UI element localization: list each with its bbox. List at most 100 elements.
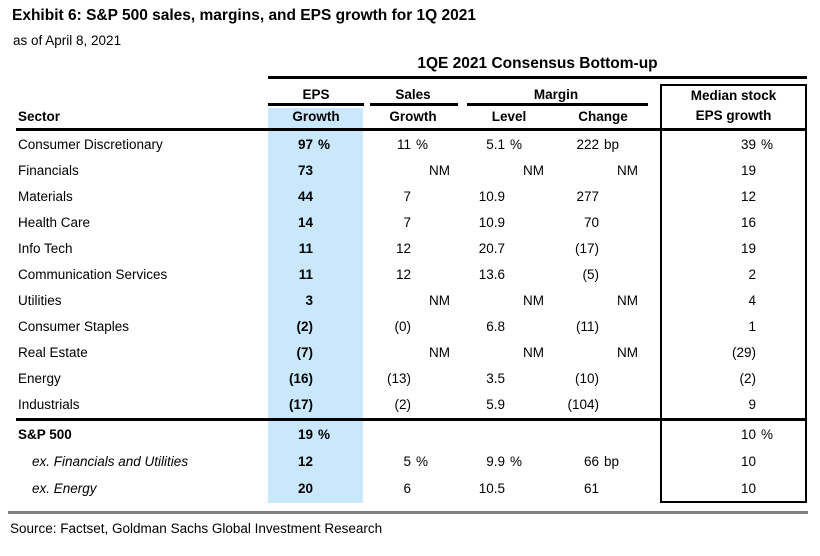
cell-value: NM — [617, 293, 638, 309]
median-cell: 39% — [660, 137, 807, 152]
change-cell: 70 — [556, 215, 650, 230]
cell-value: 13.6 — [478, 267, 505, 283]
cell-unit: % — [318, 136, 331, 152]
summary-row: ex. Energy 20 6 10.5 61 10 — [16, 475, 807, 502]
cell-value: 10.9 — [478, 214, 505, 230]
level-cell: 13.6 — [462, 267, 556, 282]
median-cell: 19 — [660, 241, 807, 256]
sales-underline — [370, 103, 458, 106]
median-stock-box — [660, 84, 807, 503]
table-row: Consumer Staples (2) (0) 6.8 (11) 1 — [16, 314, 807, 340]
cell-value: 10 — [740, 427, 756, 442]
cell-value: 6.8 — [486, 319, 505, 335]
summary-row: S&P 500 19% 10% — [16, 421, 807, 448]
sales-cell: NM — [364, 345, 462, 360]
sales-cell: (13) — [364, 371, 462, 386]
cell-value: 9 — [748, 397, 756, 413]
source-text: Source: Factset, Goldman Sachs Global In… — [10, 521, 383, 536]
column-header-sector: Sector — [18, 109, 61, 124]
sales-cell: 5% — [364, 454, 462, 469]
cell-unit: % — [416, 454, 429, 469]
cell-value: 7 — [403, 214, 411, 230]
cell-value: 5.1 — [486, 136, 505, 152]
level-cell: 5.1% — [462, 137, 556, 152]
level-cell: NM — [462, 163, 556, 178]
sector-cell: ex. Energy — [32, 481, 97, 496]
eps-cell: 44 — [268, 189, 364, 204]
eps-cell: 11 — [268, 241, 364, 256]
cell-unit: % — [510, 136, 523, 152]
group-header-margin: Margin — [533, 87, 579, 102]
bottom-rule — [8, 511, 808, 514]
table-row: Industrials (17) (2) 5.9 (104) 9 — [16, 392, 807, 418]
eps-cell: 20 — [268, 481, 364, 496]
level-cell: 6.8 — [462, 319, 556, 334]
level-cell: 10.5 — [462, 481, 556, 496]
eps-cell: 11 — [268, 267, 364, 282]
cell-value: 39 — [740, 136, 756, 152]
table-row: Consumer Discretionary 97% 11% 5.1% 222 bp 39% — [16, 131, 807, 157]
eps-cell: (2) — [268, 319, 364, 334]
sector-cell: Health Care — [18, 214, 91, 230]
median-cell: 12 — [660, 189, 807, 204]
cell-value: (2) — [394, 397, 412, 413]
cell-value: 12 — [395, 267, 411, 283]
median-cell: 19 — [660, 163, 807, 178]
cell-value: 19 — [740, 162, 756, 178]
cell-value: 19 — [740, 240, 756, 256]
eps-growth-highlight-band — [268, 108, 363, 503]
cell-value: 4 — [748, 293, 756, 309]
summary-separator — [16, 418, 807, 421]
header-underline — [16, 128, 807, 131]
cell-value: 11 — [396, 136, 411, 152]
table-row: Financials 73 NM NM NM 19 — [16, 157, 807, 183]
cell-value: (29) — [731, 345, 756, 361]
sales-cell: NM — [364, 293, 462, 308]
cell-value: 1 — [748, 319, 756, 335]
sector-cell: Consumer Discretionary — [18, 136, 163, 152]
change-cell: 66 bp — [556, 454, 650, 469]
cell-value: NM — [617, 345, 638, 361]
eps-cell: 97% — [268, 137, 364, 152]
sales-cell: 7 — [364, 215, 462, 230]
cell-value: 16 — [740, 214, 756, 230]
sales-cell: 6 — [364, 481, 462, 496]
cell-value: (2) — [739, 371, 757, 387]
table-row: Real Estate (7) NM NM NM (29) — [16, 340, 807, 366]
sector-rows: Consumer Discretionary 97% 11% 5.1% 222 bp 39%… — [16, 131, 807, 418]
cell-value: (10) — [574, 371, 599, 387]
cell-value: NM — [617, 162, 638, 178]
cell-value: 2 — [748, 267, 756, 283]
cell-value: NM — [429, 162, 450, 178]
cell-value: 3.5 — [486, 371, 505, 387]
sales-cell: 7 — [364, 189, 462, 204]
sales-cell: NM — [364, 163, 462, 178]
sector-cell: Materials — [18, 188, 73, 204]
change-cell: (17) — [556, 241, 650, 256]
table-row: Info Tech 11 12 20.7 (17) 19 — [16, 235, 807, 261]
sector-cell: Info Tech — [18, 240, 73, 256]
column-header-eps-growth: Growth — [292, 109, 340, 124]
eps-cell: (7) — [268, 345, 364, 360]
cell-value: NM — [429, 293, 450, 309]
group-header-eps: EPS — [302, 87, 330, 102]
change-cell: (104) — [556, 397, 650, 412]
cell-value: 97 — [297, 136, 313, 152]
level-cell: 5.9 — [462, 397, 556, 412]
change-cell: (5) — [556, 267, 650, 282]
cell-value: 222 — [576, 136, 599, 152]
cell-value: 12 — [740, 188, 756, 204]
table-row: Materials 44 7 10.9 277 12 — [16, 183, 807, 209]
change-cell: (11) — [556, 319, 650, 334]
median-cell: 10% — [660, 427, 807, 442]
group-header-median-line1: Median stock — [690, 88, 777, 103]
cell-value: 5.9 — [486, 397, 505, 413]
cell-value: (104) — [567, 397, 599, 413]
cell-value: 70 — [583, 214, 599, 230]
eps-cell: 14 — [268, 215, 364, 230]
summary-row: ex. Financials and Utilities 12 5% 9.9% 66 bp… — [16, 448, 807, 475]
cell-value: 5 — [403, 454, 411, 469]
change-cell: 277 — [556, 189, 650, 204]
cell-value: NM — [523, 162, 544, 178]
